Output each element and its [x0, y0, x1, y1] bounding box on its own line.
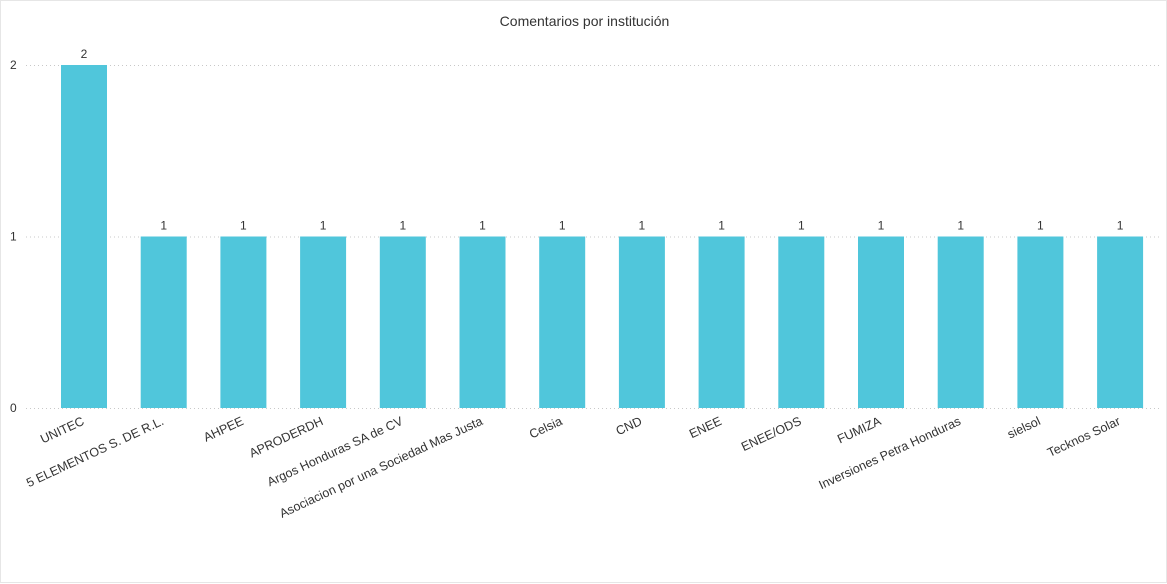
bar[interactable] — [1017, 236, 1064, 409]
y-tick-label: 1 — [10, 230, 17, 244]
category-label: Argos Honduras SA de CV — [265, 414, 406, 490]
bar[interactable] — [300, 236, 347, 409]
bars — [61, 65, 1144, 409]
bar[interactable] — [459, 236, 506, 409]
bar-value-label: 1 — [878, 219, 885, 233]
bar-value-label: 1 — [1117, 219, 1124, 233]
category-label: AHPEE — [201, 414, 245, 445]
bar-value-label: 1 — [798, 219, 805, 233]
bar-value-label: 1 — [639, 219, 646, 233]
category-label: CND — [614, 414, 644, 438]
category-label: FUMIZA — [835, 414, 884, 447]
bar-value-label: 1 — [479, 219, 486, 233]
bar-value-label: 1 — [240, 219, 247, 233]
category-label: sielsol — [1005, 414, 1042, 441]
bar-value-label: 2 — [81, 47, 88, 61]
bar-value-label: 1 — [718, 219, 725, 233]
bar[interactable] — [379, 236, 426, 409]
data-labels: 2 1 1 1 1 1 1 1 1 1 1 1 1 1 — [81, 47, 1124, 233]
bar-value-label: 1 — [160, 219, 167, 233]
category-label: Inversiones Petra Honduras — [817, 414, 963, 492]
chart-title: Comentarios por institución — [499, 13, 670, 29]
bar[interactable] — [618, 236, 665, 409]
bar[interactable] — [140, 236, 187, 409]
bar-value-label: 1 — [399, 219, 406, 233]
category-label: ENEE — [687, 414, 724, 441]
bar-value-label: 1 — [1037, 219, 1044, 233]
y-axis-ticks: 0 1 2 — [10, 58, 17, 415]
bar[interactable] — [539, 236, 586, 409]
category-label: Celsia — [527, 414, 564, 441]
y-tick-label: 0 — [10, 401, 17, 415]
bar-value-label: 1 — [957, 219, 964, 233]
category-label: Tecknos Solar — [1045, 414, 1122, 460]
bar[interactable] — [220, 236, 267, 409]
bar[interactable] — [61, 65, 107, 408]
category-label: UNITEC — [38, 414, 86, 446]
bar[interactable] — [1097, 236, 1144, 409]
bar-value-label: 1 — [320, 219, 327, 233]
category-label: 5 ELEMENTOS S. DE R.L. — [24, 414, 166, 490]
category-label: ENEE/ODS — [739, 414, 803, 454]
bar[interactable] — [858, 236, 904, 409]
bar-value-label: 1 — [559, 219, 566, 233]
bar[interactable] — [778, 236, 825, 409]
bar[interactable] — [698, 236, 745, 409]
gridlines — [26, 65, 1161, 409]
bar[interactable] — [937, 236, 984, 409]
y-tick-label: 2 — [10, 58, 17, 72]
